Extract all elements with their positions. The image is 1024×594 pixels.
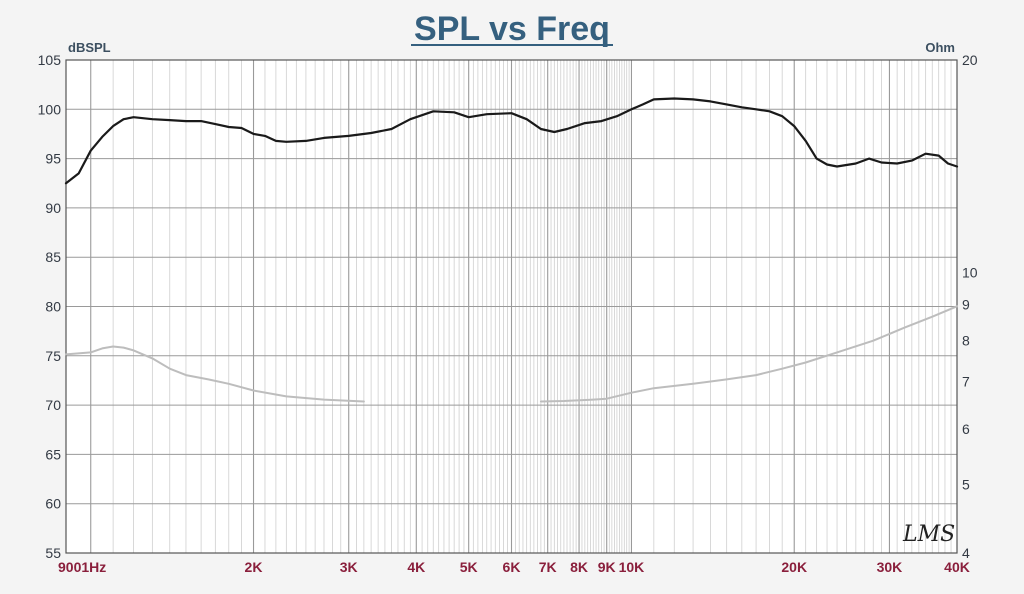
right-tick-label: 6 xyxy=(962,421,970,437)
right-tick-label: 20 xyxy=(962,52,978,68)
right-tick-label: 7 xyxy=(962,374,970,390)
left-tick-label: 100 xyxy=(38,101,62,117)
left-tick-label: 60 xyxy=(45,496,61,512)
series-layer xyxy=(64,97,959,403)
x-tick-label: 9K xyxy=(598,559,616,575)
x-tick-label: 40K xyxy=(944,559,970,575)
x-axis-ticks: 9001Hz 2K 3K 4K 5K 6K 7K 8K 9K 10K 20K 30K 40K xyxy=(58,559,970,575)
right-tick-label: 10 xyxy=(962,264,978,280)
right-axis-ticks: 20 10 9 8 7 6 5 4 xyxy=(962,52,978,561)
right-tick-label: 9 xyxy=(962,297,970,313)
left-axis-unit: dBSPL xyxy=(68,40,111,55)
x-tick-label: 20K xyxy=(781,559,807,575)
chart-title: SPL vs Freq xyxy=(414,10,610,48)
left-axis-ticks: 105 100 95 90 85 80 75 70 65 60 55 xyxy=(38,52,62,561)
right-tick-label: 5 xyxy=(962,477,970,493)
impedance-curve xyxy=(65,345,365,403)
x-tick-label: 5K xyxy=(460,559,478,575)
x-tick-label: 2K xyxy=(245,559,263,575)
left-tick-label: 85 xyxy=(45,249,61,265)
lms-logo: LMS xyxy=(902,522,955,547)
left-tick-label: 105 xyxy=(38,52,62,68)
grid-lines xyxy=(66,60,957,553)
x-tick-label: 4K xyxy=(407,559,425,575)
right-axis-unit: Ohm xyxy=(925,40,955,55)
right-tick-label: 4 xyxy=(962,545,970,561)
left-tick-label: 65 xyxy=(45,446,61,462)
left-tick-label: 90 xyxy=(45,200,61,216)
left-tick-label: 80 xyxy=(45,299,61,315)
left-tick-label: 55 xyxy=(45,545,61,561)
x-tick-label: 9001Hz xyxy=(58,559,106,575)
x-tick-label: 7K xyxy=(539,559,557,575)
left-tick-label: 75 xyxy=(45,348,61,364)
impedance-curve xyxy=(539,305,958,403)
x-tick-label: 6K xyxy=(503,559,521,575)
spl-curve xyxy=(64,97,959,185)
right-tick-label: 8 xyxy=(962,333,970,349)
x-tick-label: 3K xyxy=(340,559,358,575)
left-tick-label: 70 xyxy=(45,397,61,413)
x-tick-label: 10K xyxy=(619,559,645,575)
x-tick-label: 30K xyxy=(877,559,903,575)
x-tick-label: 8K xyxy=(570,559,588,575)
left-tick-label: 95 xyxy=(45,151,61,167)
